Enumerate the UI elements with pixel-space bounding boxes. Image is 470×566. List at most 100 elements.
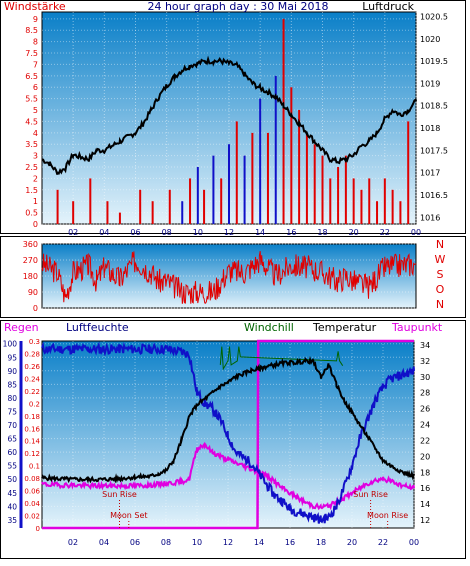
tick-label-temperature: 12 xyxy=(420,516,430,525)
series-luftdruck xyxy=(41,55,417,175)
legend-taupunkt: Taupunkt xyxy=(391,321,443,334)
humidity-axis-ticks: 35 40 45 50 55 60 65 70 75 80 85 90 95 100 xyxy=(3,340,23,528)
tick-label-pressure: 1016.5 xyxy=(420,191,448,200)
sun-moon-annotations: Sun Rise Moon Set Sun Rise Moon Rise xyxy=(102,490,408,528)
panel-3-time-ticks: 02 04 06 08 10 12 14 16 18 20 22 00 xyxy=(68,538,419,547)
compass-letter: N xyxy=(436,238,444,251)
series-regen xyxy=(42,339,414,530)
tick-label-time: 20 xyxy=(349,228,359,237)
series-taupunkt xyxy=(41,441,415,511)
tick-label-humidity: 90 xyxy=(7,367,17,376)
tick-label-temperature: 22 xyxy=(420,436,430,445)
tick-label-time: 18 xyxy=(317,228,327,237)
legend-temperatur: Temperatur xyxy=(312,321,377,334)
annotation-label: Moon Rise xyxy=(367,511,408,520)
tick-label-wind: 7.5 xyxy=(25,49,38,58)
tick-label-time: 16 xyxy=(285,538,295,547)
tick-label-direction: 180 xyxy=(23,272,38,281)
temperature-axis-ticks: 12 14 16 18 20 22 24 26 28 30 32 34 xyxy=(420,341,430,525)
tick-label-temperature: 26 xyxy=(420,405,430,414)
tick-label-direction: 0 xyxy=(33,304,38,313)
annotation-label: Sun Rise xyxy=(102,490,137,499)
series-windchill xyxy=(219,346,344,371)
tick-label-pressure: 1019.5 xyxy=(420,57,448,66)
legend-regen: Regen xyxy=(4,321,39,334)
tick-label-humidity: 95 xyxy=(7,353,17,362)
tick-label-rain: 0.16 xyxy=(24,425,40,433)
tick-label-wind: 6 xyxy=(33,83,38,92)
tick-label-time: 00 xyxy=(411,228,421,237)
tick-label-rain: 0.06 xyxy=(24,488,40,496)
wind-speed-bars xyxy=(56,18,410,224)
tick-label-pressure: 1019 xyxy=(420,79,440,88)
tick-label-humidity: 55 xyxy=(7,462,17,471)
tick-label-direction: 360 xyxy=(23,240,38,249)
tick-label-time: 04 xyxy=(99,228,109,237)
tick-label-temperature: 16 xyxy=(420,484,430,493)
tick-label-time: 06 xyxy=(130,538,140,547)
tick-label-wind: 3.5 xyxy=(25,140,38,149)
tick-label-temperature: 30 xyxy=(420,373,430,382)
tick-label-wind: 6.5 xyxy=(25,72,38,81)
tick-label-humidity: 75 xyxy=(7,407,17,416)
tick-label-wind: 8 xyxy=(33,38,38,47)
tick-label-rain: 0.1 xyxy=(29,463,40,471)
compass-letter: S xyxy=(437,268,444,281)
tick-label-humidity: 40 xyxy=(7,502,17,511)
tick-label-pressure: 1016 xyxy=(420,213,440,222)
tick-label-humidity: 60 xyxy=(7,448,17,457)
tick-label-time: 22 xyxy=(378,538,388,547)
tick-label-wind: 1 xyxy=(33,197,38,206)
tick-label-direction: 90 xyxy=(28,288,38,297)
tick-label-temperature: 28 xyxy=(420,389,430,398)
tick-label-temperature: 20 xyxy=(420,452,430,461)
tick-label-rain: 0.02 xyxy=(24,513,40,521)
legend-luftfeuchte: Luftfeuchte xyxy=(66,321,129,334)
tick-label-humidity: 70 xyxy=(7,421,17,430)
series-luftfeuchte xyxy=(41,341,415,524)
tick-label-direction: 270 xyxy=(23,256,38,265)
annotation-label: Moon Set xyxy=(110,511,147,520)
tick-label-humidity: 100 xyxy=(3,340,18,349)
tick-label-pressure: 1020 xyxy=(420,35,440,44)
tick-label-wind: 4.5 xyxy=(25,117,38,126)
tick-label-temperature: 24 xyxy=(420,421,430,430)
tick-label-humidity: 35 xyxy=(7,516,17,525)
wind-speed-axis-ticks: 0 0.5 1 1.5 2 2.5 3 3.5 4 4.5 5 5.5 6 6.5 7 7.5 8 8.5 9 xyxy=(25,15,38,229)
tick-label-pressure: 1020.5 xyxy=(420,12,448,21)
tick-label-rain: 0.22 xyxy=(24,388,40,396)
tick-label-wind: 5 xyxy=(33,106,38,115)
tick-label-rain: 0.3 xyxy=(29,338,40,346)
chart-title: 24 hour graph day : 30 Mai 2018 xyxy=(147,0,328,13)
tick-label-time: 08 xyxy=(161,538,171,547)
rain-axis-ticks: 0 0.02 0.04 0.06 0.08 0.1 0.12 0.14 0.16 0.18 0.2 0… xyxy=(24,338,40,533)
tick-label-time: 02 xyxy=(68,538,78,547)
tick-label-wind: 0 xyxy=(33,220,38,229)
compass-letter: W xyxy=(435,253,446,266)
series-temperatur xyxy=(41,355,415,484)
annotation-label: Sun Rise xyxy=(353,490,388,499)
tick-label-temperature: 34 xyxy=(420,341,430,350)
tick-label-time: 00 xyxy=(409,538,419,547)
tick-label-time: 14 xyxy=(254,538,264,547)
panel-2-grid xyxy=(42,243,416,309)
series-windrichtung xyxy=(41,251,417,304)
tick-label-pressure: 1017 xyxy=(420,169,440,178)
compass-letter: O xyxy=(436,283,445,296)
tick-label-temperature: 18 xyxy=(420,468,430,477)
tick-label-time: 04 xyxy=(99,538,109,547)
tick-label-time: 06 xyxy=(130,228,140,237)
luftdruck-label: Luftdruck xyxy=(362,0,414,13)
tick-label-temperature: 32 xyxy=(420,357,430,366)
tick-label-wind: 1.5 xyxy=(25,186,38,195)
tick-label-rain: 0.26 xyxy=(24,363,40,371)
tick-label-time: 08 xyxy=(162,228,172,237)
windstaerke-label: Windstärke xyxy=(4,0,66,13)
tick-label-time: 12 xyxy=(224,228,234,237)
tick-label-temperature: 14 xyxy=(420,500,430,509)
tick-label-wind: 4 xyxy=(33,129,38,138)
tick-label-time: 16 xyxy=(286,228,296,237)
